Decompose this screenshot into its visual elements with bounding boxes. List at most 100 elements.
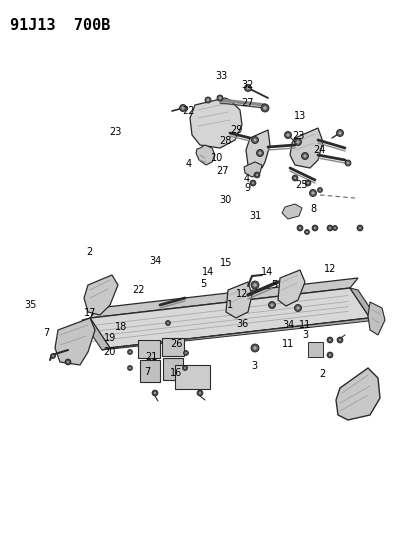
- Bar: [161, 338, 183, 356]
- Circle shape: [294, 139, 301, 146]
- Circle shape: [338, 339, 340, 341]
- Circle shape: [260, 104, 268, 112]
- Circle shape: [129, 351, 131, 353]
- Text: 4: 4: [243, 174, 249, 184]
- Circle shape: [298, 227, 301, 229]
- Text: 4: 4: [185, 159, 191, 168]
- Text: 33: 33: [215, 71, 227, 80]
- Polygon shape: [190, 98, 242, 148]
- Circle shape: [250, 281, 259, 289]
- Circle shape: [306, 182, 309, 184]
- Bar: [175, 365, 209, 389]
- Circle shape: [249, 180, 255, 186]
- Text: 20: 20: [103, 347, 116, 357]
- Circle shape: [251, 182, 254, 184]
- Circle shape: [255, 174, 258, 176]
- Circle shape: [328, 227, 330, 229]
- Text: 27: 27: [216, 166, 228, 175]
- Circle shape: [284, 132, 291, 139]
- Circle shape: [153, 392, 156, 394]
- Circle shape: [296, 306, 299, 310]
- Circle shape: [50, 353, 55, 359]
- Text: 5: 5: [270, 280, 277, 290]
- Text: 28: 28: [219, 136, 231, 146]
- Text: 24: 24: [313, 146, 325, 155]
- Text: 25: 25: [294, 180, 307, 190]
- Text: 13: 13: [293, 111, 305, 121]
- Circle shape: [326, 337, 332, 343]
- Polygon shape: [281, 204, 301, 219]
- Text: 21: 21: [145, 352, 157, 362]
- Circle shape: [336, 130, 343, 136]
- Circle shape: [183, 367, 185, 369]
- Circle shape: [253, 139, 256, 142]
- Text: 23: 23: [109, 127, 121, 137]
- Text: 15: 15: [219, 258, 232, 268]
- Circle shape: [182, 366, 187, 370]
- Circle shape: [318, 189, 320, 191]
- Circle shape: [258, 151, 261, 155]
- Circle shape: [129, 367, 131, 369]
- Circle shape: [250, 344, 259, 352]
- Circle shape: [296, 140, 299, 143]
- Circle shape: [346, 161, 349, 164]
- Circle shape: [326, 352, 332, 358]
- Circle shape: [127, 366, 132, 370]
- Text: 26: 26: [169, 339, 182, 349]
- Text: 8: 8: [310, 204, 316, 214]
- Text: 12: 12: [323, 264, 335, 274]
- Text: 3: 3: [302, 330, 308, 340]
- Text: 34: 34: [149, 256, 161, 266]
- Text: 2: 2: [86, 247, 93, 257]
- Circle shape: [204, 97, 211, 103]
- Circle shape: [311, 225, 317, 231]
- Text: 17: 17: [84, 308, 96, 318]
- Circle shape: [244, 85, 251, 92]
- Circle shape: [181, 107, 184, 110]
- Circle shape: [198, 392, 201, 394]
- Text: 32: 32: [240, 80, 253, 90]
- Circle shape: [166, 322, 169, 324]
- Text: 10: 10: [210, 154, 223, 163]
- Polygon shape: [82, 318, 110, 350]
- Circle shape: [206, 99, 209, 101]
- Circle shape: [311, 191, 314, 195]
- Circle shape: [165, 320, 170, 326]
- Circle shape: [293, 177, 295, 179]
- Circle shape: [179, 104, 186, 111]
- Circle shape: [332, 225, 337, 230]
- Polygon shape: [245, 130, 269, 168]
- Circle shape: [303, 155, 306, 158]
- Text: 12: 12: [235, 289, 248, 299]
- Circle shape: [291, 175, 297, 181]
- Circle shape: [66, 361, 69, 363]
- Circle shape: [301, 152, 308, 159]
- Polygon shape: [195, 145, 214, 165]
- Circle shape: [333, 227, 335, 229]
- Circle shape: [65, 359, 71, 365]
- Circle shape: [328, 339, 330, 341]
- Bar: [140, 360, 159, 382]
- Circle shape: [304, 230, 309, 235]
- Bar: [307, 342, 322, 357]
- Circle shape: [286, 133, 289, 136]
- Circle shape: [253, 283, 256, 287]
- Text: 5: 5: [200, 279, 206, 288]
- Text: 7: 7: [43, 328, 50, 338]
- Text: 35: 35: [24, 300, 36, 310]
- Text: 23: 23: [291, 131, 304, 141]
- Circle shape: [127, 350, 132, 354]
- Polygon shape: [277, 270, 304, 306]
- Text: 18: 18: [115, 322, 127, 332]
- Text: 14: 14: [261, 267, 273, 277]
- Circle shape: [216, 95, 223, 101]
- Circle shape: [358, 227, 360, 229]
- Circle shape: [246, 86, 249, 90]
- Bar: [163, 358, 183, 380]
- Polygon shape: [55, 318, 95, 365]
- Circle shape: [197, 390, 202, 396]
- Text: 27: 27: [241, 99, 253, 108]
- Text: 91J13  700B: 91J13 700B: [10, 18, 110, 33]
- Circle shape: [317, 188, 322, 192]
- Text: 9: 9: [244, 183, 250, 192]
